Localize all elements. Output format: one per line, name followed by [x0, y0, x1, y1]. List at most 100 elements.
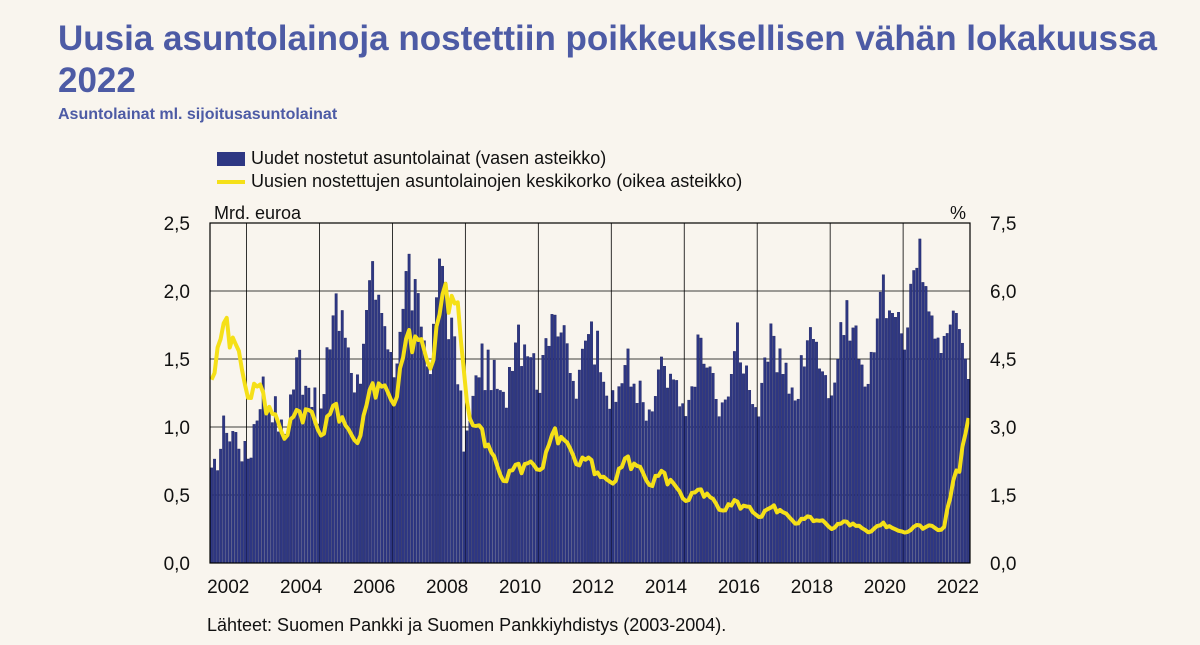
- bar: [408, 254, 410, 563]
- bar: [235, 432, 237, 563]
- bar: [487, 350, 489, 563]
- bar: [536, 390, 538, 563]
- bar: [621, 383, 623, 563]
- bar: [694, 387, 696, 563]
- bar: [812, 339, 814, 563]
- bar: [569, 373, 571, 563]
- bar: [834, 383, 836, 563]
- bar: [423, 341, 425, 563]
- bar: [682, 404, 684, 563]
- x-tick-label: 2004: [280, 577, 323, 598]
- bar: [785, 363, 787, 563]
- bar: [773, 336, 775, 563]
- bar: [922, 282, 924, 563]
- bar: [913, 270, 915, 563]
- bar: [417, 293, 419, 563]
- bar: [642, 402, 644, 563]
- bar: [463, 452, 465, 563]
- bar: [311, 407, 313, 563]
- bar: [457, 385, 459, 563]
- bar: [475, 376, 477, 563]
- bar: [800, 355, 802, 563]
- bar: [645, 421, 647, 563]
- x-tick-label: 2022: [937, 577, 979, 598]
- bar: [344, 338, 346, 563]
- bar: [429, 374, 431, 563]
- bar: [384, 326, 386, 563]
- bar: [736, 323, 738, 563]
- bar: [405, 271, 407, 563]
- bar: [824, 375, 826, 563]
- bar: [767, 362, 769, 563]
- bar: [213, 459, 215, 563]
- x-tick-label: 2010: [499, 577, 541, 598]
- bar: [359, 384, 361, 563]
- bar: [326, 348, 328, 563]
- bar: [818, 369, 820, 563]
- bar: [685, 416, 687, 563]
- bar: [852, 328, 854, 563]
- bar: [390, 352, 392, 563]
- bar: [916, 268, 918, 563]
- bar: [715, 399, 717, 563]
- bar: [669, 374, 671, 563]
- bar: [271, 423, 273, 563]
- bar: [450, 318, 452, 563]
- bar: [247, 459, 249, 563]
- bar: [797, 399, 799, 563]
- y-right-tick-label: 7,5: [990, 214, 1016, 235]
- y-right-tick-label: 1,5: [990, 486, 1016, 507]
- bar: [630, 387, 632, 563]
- bar: [447, 339, 449, 563]
- bar: [712, 373, 714, 563]
- bar: [426, 367, 428, 563]
- bar: [861, 365, 863, 563]
- bar: [481, 344, 483, 563]
- bar: [244, 441, 246, 563]
- bar: [241, 462, 243, 563]
- bar: [347, 348, 349, 563]
- bar: [469, 421, 471, 563]
- bar: [779, 349, 781, 563]
- source-note: Lähteet: Suomen Pankki ja Suomen Pankkiy…: [207, 615, 726, 636]
- bar: [253, 424, 255, 563]
- bar: [283, 434, 285, 563]
- y-left-tick-label: 0,0: [164, 554, 190, 575]
- bar: [596, 331, 598, 563]
- bar: [827, 398, 829, 563]
- bar: [964, 359, 966, 563]
- bar: [602, 382, 604, 563]
- bar: [782, 374, 784, 563]
- bar: [688, 400, 690, 563]
- bar: [378, 295, 380, 563]
- bar: [849, 341, 851, 563]
- bar: [919, 239, 921, 563]
- bar: [368, 280, 370, 563]
- bar: [460, 391, 462, 563]
- bar: [700, 338, 702, 563]
- bar: [599, 372, 601, 563]
- bar: [754, 407, 756, 563]
- bar: [317, 424, 319, 563]
- bar: [563, 325, 565, 563]
- bar: [584, 341, 586, 563]
- bar: [691, 387, 693, 563]
- bar: [414, 279, 416, 563]
- x-tick-label: 2014: [645, 577, 688, 598]
- bar: [484, 390, 486, 563]
- bar: [764, 358, 766, 563]
- bar: [286, 433, 288, 563]
- bar: [663, 366, 665, 563]
- bar: [329, 350, 331, 563]
- bar: [821, 372, 823, 563]
- bar: [745, 366, 747, 563]
- bar: [365, 310, 367, 563]
- bar: [362, 344, 364, 563]
- bar: [566, 344, 568, 563]
- bar: [265, 413, 267, 563]
- y-left-tick-label: 1,5: [164, 350, 190, 371]
- bar: [761, 383, 763, 563]
- y-right-tick-label: 3,0: [990, 418, 1016, 439]
- y-left-tick-label: 0,5: [164, 486, 190, 507]
- bar: [526, 357, 528, 563]
